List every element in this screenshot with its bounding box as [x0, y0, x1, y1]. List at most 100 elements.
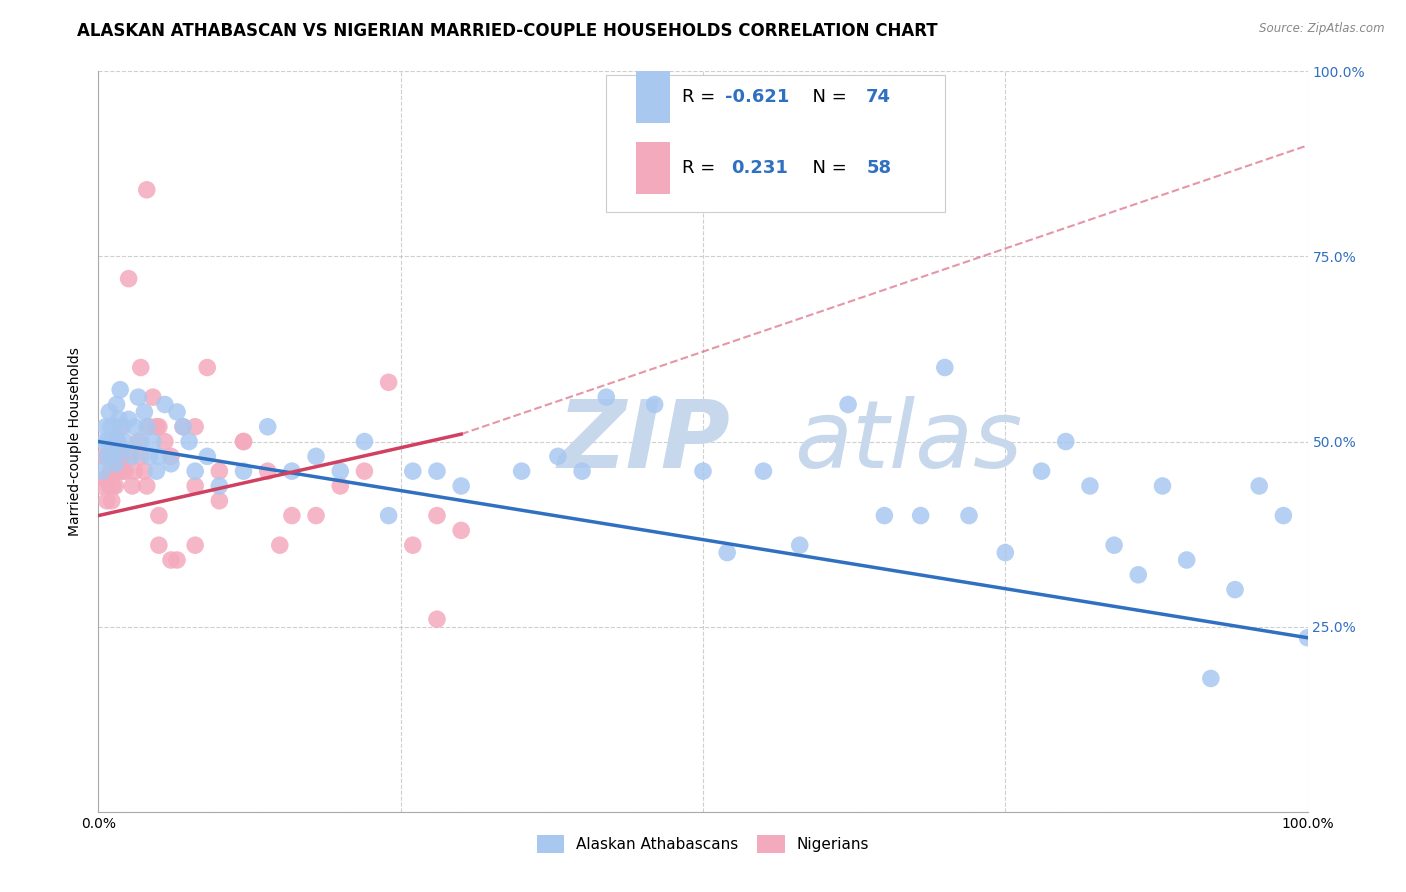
Point [184, 479, 207, 493]
Point [108, 419, 131, 434]
Point [127, 434, 149, 449]
Point [94, 471, 117, 485]
Point [107, 450, 129, 464]
Point [160, 450, 183, 464]
Point [135, 419, 157, 434]
Point [142, 390, 165, 404]
Point [1054, 434, 1077, 449]
Point [121, 479, 143, 493]
Point [97, 450, 120, 464]
Point [114, 464, 136, 478]
Point [353, 434, 375, 449]
Point [510, 464, 533, 478]
Point [957, 508, 980, 523]
Point [135, 479, 157, 493]
Point [91, 479, 114, 493]
Point [179, 434, 201, 449]
Point [166, 405, 188, 419]
Point [160, 553, 183, 567]
Point [108, 464, 131, 478]
Point [232, 464, 254, 478]
Point [195, 450, 218, 464]
Text: R =: R = [682, 88, 721, 106]
Point [934, 360, 956, 375]
Point [547, 450, 569, 464]
Point [1175, 553, 1198, 567]
Point [110, 450, 132, 464]
Point [402, 464, 425, 478]
Point [148, 538, 170, 552]
Text: 58: 58 [866, 159, 891, 177]
Point [184, 419, 207, 434]
Point [118, 271, 141, 285]
Point [138, 450, 160, 464]
Point [105, 398, 128, 412]
Point [208, 464, 231, 478]
Point [101, 434, 124, 449]
Text: N =: N = [801, 88, 852, 106]
Text: atlas: atlas [793, 396, 1022, 487]
Point [104, 479, 127, 493]
Point [129, 434, 152, 449]
Point [195, 360, 218, 375]
Point [153, 398, 176, 412]
Point [103, 464, 125, 478]
Point [103, 419, 125, 434]
Point [97, 434, 120, 449]
Point [256, 419, 278, 434]
Point [1296, 631, 1319, 645]
Point [1128, 567, 1150, 582]
Point [910, 508, 932, 523]
Text: N =: N = [801, 159, 852, 177]
Point [837, 398, 859, 412]
Point [166, 553, 188, 567]
Point [426, 612, 449, 626]
Point [329, 479, 352, 493]
Point [450, 524, 472, 538]
Text: 74: 74 [866, 88, 891, 106]
Point [281, 508, 304, 523]
Point [96, 450, 118, 464]
Point [124, 419, 146, 434]
Point [305, 508, 328, 523]
Point [148, 508, 170, 523]
Point [208, 493, 231, 508]
Point [101, 479, 124, 493]
Point [100, 493, 122, 508]
Text: R =: R = [682, 159, 721, 177]
Point [114, 434, 136, 449]
Point [160, 457, 183, 471]
Point [692, 464, 714, 478]
Point [96, 493, 118, 508]
Point [108, 383, 131, 397]
Point [232, 434, 254, 449]
Point [281, 464, 304, 478]
Point [1152, 479, 1174, 493]
Point [377, 508, 399, 523]
Point [184, 464, 207, 478]
Point [1031, 464, 1053, 478]
Point [232, 434, 254, 449]
FancyBboxPatch shape [637, 71, 671, 123]
Point [1102, 538, 1125, 552]
Point [269, 538, 291, 552]
Point [595, 390, 617, 404]
Point [450, 479, 472, 493]
Point [93, 450, 115, 464]
Text: -0.621: -0.621 [724, 88, 789, 106]
Point [94, 419, 117, 434]
Point [108, 412, 131, 426]
Point [129, 450, 152, 464]
Point [110, 442, 132, 456]
Point [104, 457, 127, 471]
Point [994, 546, 1017, 560]
Point [129, 360, 152, 375]
Legend: Alaskan Athabascans, Nigerians: Alaskan Athabascans, Nigerians [530, 829, 876, 860]
Point [127, 390, 149, 404]
Point [91, 464, 114, 478]
Point [1223, 582, 1246, 597]
Point [142, 434, 165, 449]
Text: 0.231: 0.231 [731, 159, 787, 177]
Point [329, 464, 352, 478]
FancyBboxPatch shape [606, 75, 945, 212]
